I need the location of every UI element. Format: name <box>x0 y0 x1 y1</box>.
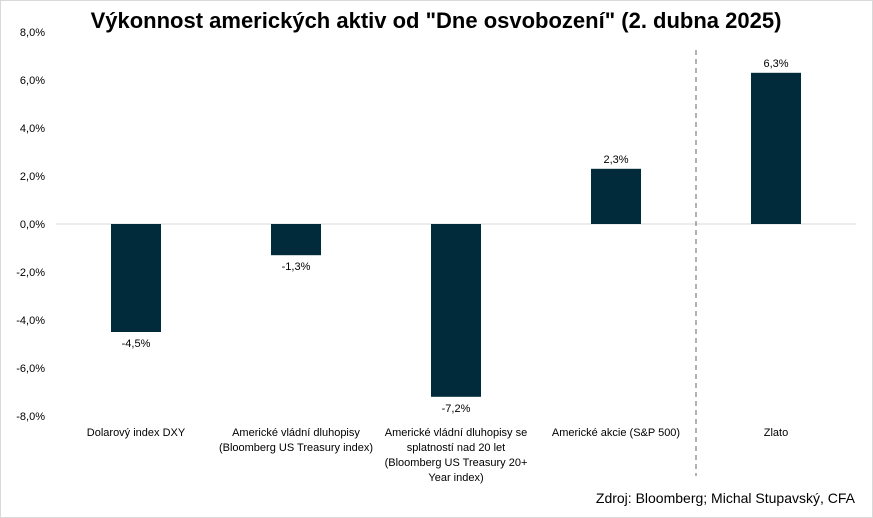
bar <box>111 224 161 332</box>
bar <box>271 224 321 256</box>
y-tick-label: -6,0% <box>16 363 45 375</box>
category-labels: Dolarový index DXY Americké vládní dluhop… <box>87 427 788 484</box>
bar <box>751 72 801 224</box>
category-label: Dolarový index DXY <box>87 427 186 439</box>
data-label: -1,3% <box>282 261 311 273</box>
bar <box>431 224 481 397</box>
category-label: Americké akcie (S&P 500) <box>552 427 680 439</box>
y-tick-label: -8,0% <box>16 411 45 423</box>
data-label: 6,3% <box>763 58 788 70</box>
data-label: -4,5% <box>122 338 151 350</box>
data-label: -7,2% <box>442 403 471 415</box>
bars <box>111 72 801 397</box>
source-note: Zdroj: Bloomberg; Michal Stupavský, CFA <box>596 490 856 506</box>
y-axis: 8,0% 6,0% 4,0% 2,0% 0,0% -2,0% -4,0% -6,0% -8,0% <box>16 27 45 423</box>
chart-title: Výkonnost amerických aktiv od "Dne osvob… <box>91 8 782 33</box>
y-tick-label: 0,0% <box>20 219 45 231</box>
y-tick-label: -2,0% <box>16 267 45 279</box>
bar <box>591 168 641 224</box>
category-label: Americké vládní dluhopisy (Bloomberg US T… <box>219 427 373 454</box>
category-label: Americké vládní dluhopisy se splatností n… <box>385 427 528 484</box>
y-tick-label: 2,0% <box>20 171 45 183</box>
category-label: Zlato <box>764 427 788 439</box>
data-labels: -4,5% -1,3% -7,2% 2,3% 6,3% <box>122 58 789 415</box>
y-tick-label: 4,0% <box>20 123 45 135</box>
data-label: 2,3% <box>603 154 628 166</box>
y-tick-label: 6,0% <box>20 75 45 87</box>
y-tick-label: -4,0% <box>16 315 45 327</box>
y-tick-label: 8,0% <box>20 27 45 39</box>
